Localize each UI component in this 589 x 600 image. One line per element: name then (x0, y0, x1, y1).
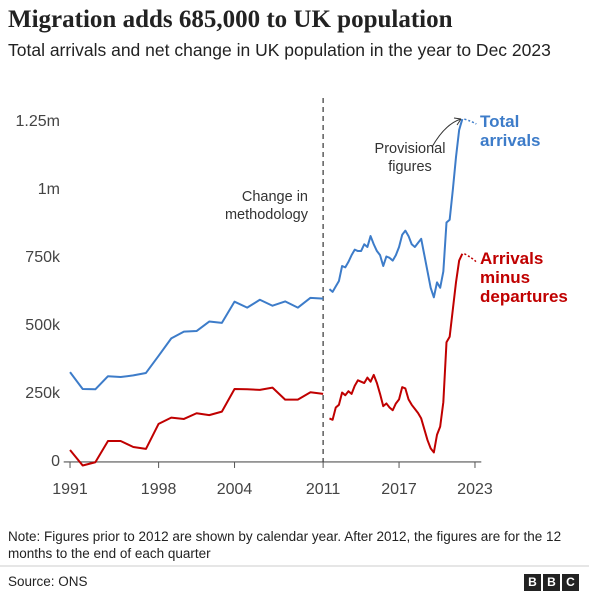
x-tick-label: 2023 (457, 481, 493, 498)
y-tick-label: 250k (25, 385, 61, 402)
logo-letter: C (562, 574, 579, 591)
logo: B B C (524, 574, 579, 591)
x-tick-label: 1998 (141, 481, 177, 498)
note: Note: Figures prior to 2012 are shown by… (8, 529, 562, 561)
annotation: Provisional figures (374, 141, 446, 175)
chart-subtitle: Total arrivals and net change in UK popu… (8, 40, 551, 60)
x-tick-label: 2017 (381, 481, 417, 498)
line-series (69, 118, 464, 391)
legend-label: Arrivals minus departures (480, 249, 568, 306)
leader (463, 253, 477, 263)
source: Source: ONS (8, 574, 88, 589)
logo-letter: B (543, 574, 560, 591)
y-tick-label: 0 (51, 453, 60, 470)
y-tick-label: 500k (25, 317, 61, 334)
divider-label: Change in methodology (224, 189, 308, 223)
x-tick-label: 2004 (217, 481, 253, 498)
logo-letter: B (524, 574, 541, 591)
arrow-head (453, 117, 462, 126)
legend-label: Total arrivals (480, 112, 541, 150)
x-tick-label: 2011 (306, 481, 341, 498)
y-tick-label: 1.25m (16, 113, 60, 130)
chart-title: Migration adds 685,000 to UK population (8, 6, 453, 33)
line-series (69, 253, 464, 467)
y-tick-label: 750k (25, 249, 61, 266)
x-tick-label: 1991 (52, 481, 88, 498)
annotation-arrow (431, 118, 462, 148)
y-tick-label: 1m (38, 181, 60, 198)
leader (464, 118, 477, 125)
